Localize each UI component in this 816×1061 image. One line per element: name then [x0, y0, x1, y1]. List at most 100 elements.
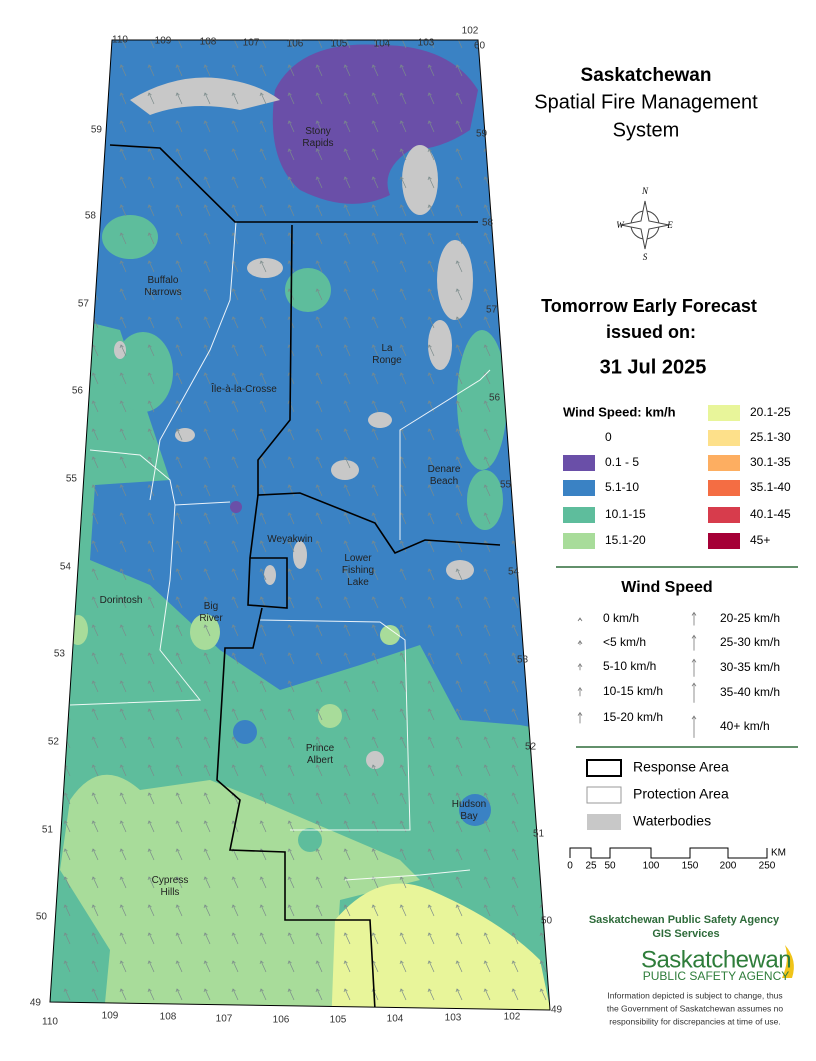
- protection-swatch: [586, 786, 622, 804]
- protection-line: [89, 449, 231, 506]
- protection-areas: [69, 221, 491, 881]
- latitude-label: 57: [486, 305, 498, 316]
- place-line: River: [199, 613, 223, 624]
- agency-unit: GIS Services: [652, 928, 719, 940]
- longitude-label: 105: [331, 39, 348, 50]
- place-label: Denare Beach: [428, 464, 461, 487]
- latitude-label: 49: [551, 1005, 563, 1016]
- place-line: Weyakwin: [267, 534, 312, 545]
- legend-swatch: [563, 430, 595, 446]
- place-line: Beach: [430, 476, 458, 487]
- place-label: Prince Albert: [306, 743, 335, 766]
- place-label: Buffalo Narrows: [144, 275, 181, 298]
- place-label: Hudson Bay: [452, 799, 486, 822]
- latitude-label: 52: [48, 737, 60, 748]
- legend-label: 0 km/h: [603, 611, 639, 625]
- disclaimer: the Government of Saskatchewan assumes n…: [607, 1003, 784, 1013]
- longitude-label: 104: [374, 39, 391, 50]
- legend-arrow-head: [691, 658, 697, 663]
- legend-label: 25-30 km/h: [720, 635, 780, 649]
- legend-label: 10-15 km/h: [603, 684, 663, 698]
- legend-label: 20.1-25: [750, 405, 791, 419]
- forecast-issued: issued on:: [606, 322, 696, 342]
- legend-label: 40.1-45: [750, 507, 791, 521]
- longitude-label: 108: [200, 37, 217, 48]
- longitude-label: 109: [102, 1011, 119, 1022]
- scale-unit: KM: [771, 848, 786, 859]
- protection-line: [149, 221, 237, 501]
- longitude-label: 104: [387, 1014, 404, 1025]
- legend-arrow-head: [577, 640, 583, 645]
- legend-label: 35.1-40: [750, 480, 791, 494]
- longitude-label: 102: [462, 26, 479, 37]
- place-line: Île-à-la-Crosse: [210, 382, 277, 395]
- longitude-label: 102: [504, 1012, 521, 1023]
- scale-label: 0: [567, 861, 573, 872]
- latitude-label: 55: [66, 474, 78, 485]
- protection-line: [259, 619, 411, 831]
- place-label: Lower Fishing Lake: [342, 553, 374, 588]
- legend-label: Waterbodies: [633, 813, 711, 829]
- place-line: Hudson: [452, 799, 486, 810]
- latitude-label: 50: [36, 912, 48, 923]
- place-line: Stony: [305, 126, 331, 137]
- response-areas: [109, 144, 501, 1010]
- place-label: Big River: [199, 601, 223, 624]
- place-label: Cypress Hills: [152, 875, 189, 898]
- logo-text: Saskatchewan: [641, 946, 791, 973]
- legend-label: 0: [605, 430, 612, 444]
- response-line: [216, 607, 376, 1010]
- response-line: [247, 494, 288, 609]
- latitude-label: 57: [78, 299, 90, 310]
- place-line: Big: [204, 601, 218, 612]
- compass-star: [620, 200, 670, 250]
- latitude-label: 56: [72, 386, 84, 397]
- place-line: Albert: [307, 755, 333, 766]
- legend-arrow-head: [577, 617, 583, 622]
- compass-letter: N: [641, 186, 649, 196]
- agency-name: Saskatchewan Public Safety Agency: [589, 914, 780, 926]
- longitude-label: 110: [112, 35, 128, 46]
- longitude-label: 110: [42, 1017, 58, 1028]
- place-label: La Ronge: [372, 343, 402, 366]
- legend-arrow-head: [691, 682, 697, 687]
- legend-label: 15.1-20: [605, 533, 646, 547]
- place-line: La: [381, 343, 393, 354]
- disclaimer: responsibility for discrepancies at time…: [609, 1016, 781, 1026]
- place-line: Rapids: [302, 138, 333, 149]
- scale-label: 50: [604, 861, 616, 872]
- legend-arrow-head: [577, 686, 583, 691]
- scale-bar: [569, 847, 768, 859]
- legend-arrow-head: [691, 715, 697, 720]
- longitude-label: 106: [287, 39, 304, 50]
- title: Saskatchewan: [581, 65, 712, 86]
- response-swatch: [586, 759, 622, 777]
- latitude-label: 60: [474, 41, 486, 52]
- protection-line: [69, 504, 202, 706]
- legend-label: 25.1-30: [750, 430, 791, 444]
- longitude-label: 108: [160, 1012, 177, 1023]
- legend-label: 40+ km/h: [720, 719, 770, 733]
- compass-letter: E: [666, 220, 673, 230]
- legend-title: Wind Speed: km/h: [563, 404, 676, 419]
- forecast-date: 31 Jul 2025: [600, 356, 707, 378]
- place-line: Prince: [306, 743, 335, 754]
- compass-letter: W: [616, 220, 625, 230]
- longitude-label: 109: [155, 36, 172, 47]
- place-line: Buffalo: [148, 275, 179, 286]
- longitude-label: 103: [445, 1013, 462, 1024]
- latitude-label: 53: [54, 649, 66, 660]
- latitude-label: 58: [85, 211, 97, 222]
- place-line: Bay: [460, 811, 477, 822]
- place-line: Fishing: [342, 565, 374, 576]
- latitude-label: 55: [500, 480, 512, 491]
- legend-label: 45+: [750, 533, 770, 547]
- legend-label: 30-35 km/h: [720, 660, 780, 674]
- scale-label: 150: [682, 861, 699, 872]
- protection-line: [399, 369, 491, 540]
- legend-label: 20-25 km/h: [720, 611, 780, 625]
- legend-label: 5.1-10: [605, 480, 639, 494]
- legend-arrow-head: [577, 711, 583, 716]
- legend-swatch: [563, 533, 595, 549]
- longitude-label: 103: [418, 38, 435, 49]
